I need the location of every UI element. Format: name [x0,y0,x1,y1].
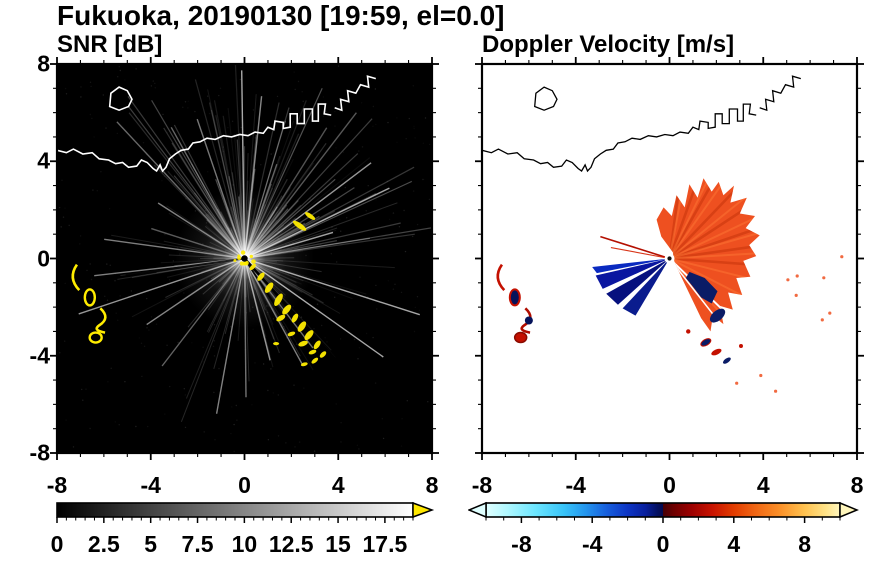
radar-center-dot [241,255,248,262]
snr-colorbar-label-1: 2.5 [87,531,120,557]
y-axis-label-3: -4 [29,342,50,369]
snr-x-axis-label-4: 8 [425,472,439,498]
velocity-colorbar-label-2: 0 [656,531,670,557]
velocity-panel-canvas [475,57,864,460]
strong-echo-blob [305,212,316,220]
snr-x-axis-label-1: -4 [140,472,161,498]
negative-velocity-wedge [595,258,670,289]
strong-echo-blob [274,293,283,307]
coastline-path [482,103,757,173]
snr-colorbar-label-7: 17.5 [362,531,408,557]
velocity-colorbar-overflow-arrow [839,501,859,519]
strong-echo-blob [311,357,319,364]
snr-colorbar-label-3: 7.5 [181,531,214,557]
positive-streak [600,235,670,260]
west-echo [508,288,521,307]
velocity-panel-title: Doppler Velocity [m/s] [482,31,735,58]
strong-echo-blob [273,342,280,346]
strong-echo-blob [291,313,299,323]
negative-pocket [709,308,726,323]
y-axis-label-0: 8 [37,50,50,77]
snr-x-axis-label-0: -8 [46,472,68,498]
negative-velocity-wedge [592,258,670,274]
strong-echo-blob [297,321,307,332]
figure-title: Fukuoka, 20190130 [19:59, el=0.0] [57,0,505,31]
west-echo [524,316,533,325]
west-echo [496,263,506,292]
south-echo [738,344,743,349]
negative-velocity-wedge [622,258,670,316]
coastline-ne-path [759,75,801,112]
strong-echo-blob [282,304,292,315]
snr-colorbar-label-2: 5 [144,531,158,557]
negative-pocket [685,271,718,304]
velocity-x-axis-label-3: 4 [756,472,770,498]
west-echo [513,331,528,344]
snr-colorbar-overflow-arrow [412,501,435,519]
south-echo [711,348,722,356]
velocity-colorbar-gradient [485,502,841,518]
y-axis-label-2: 0 [37,245,50,271]
coastline-ne-path [334,75,377,112]
strong-echo-blob [292,220,307,231]
velocity-colorbar-label-3: 4 [727,531,741,557]
strong-echo-blob [264,282,274,293]
west-echo [520,307,532,334]
velocity-x-axis-label-4: 8 [850,472,864,498]
velocity-colorbar-label-0: -8 [511,531,532,557]
south-echo [723,357,731,364]
snr-panel-canvas [50,57,439,460]
radar-center-dot [667,256,672,261]
velocity-x-axis-label-2: 0 [663,472,676,498]
snr-colorbar-label-4: 10 [231,531,258,557]
island-path [108,86,133,112]
south-echo [700,338,712,347]
snr-colorbar-label-5: 12.5 [268,531,314,557]
strong-echo-blob [298,340,308,347]
negative-velocity-wedge [606,258,670,305]
strong-echo-blob [304,330,314,341]
strong-echo-blob [287,331,296,337]
snr-colorbar [56,501,435,523]
plot-frame [480,62,859,455]
strong-echo-blob [308,349,317,355]
strong-echo-blob [313,340,321,350]
west-echo-outline [88,331,103,344]
strong-echo-blob [300,362,308,367]
snr-colorbar-gradient [56,502,414,518]
snr-colorbar-label-0: 0 [50,531,64,557]
velocity-colorbar-label-1: -4 [581,531,603,557]
y-axis-label-4: -8 [29,439,50,466]
island-path [534,86,558,111]
velocity-colorbar-underflow-arrow [468,501,487,519]
south-echo [686,329,691,334]
snr-x-axis-label-2: 0 [238,472,251,498]
west-echo-outline [83,288,97,307]
velocity-colorbar [468,501,859,523]
velocity-x-axis-label-0: -8 [471,472,493,498]
west-echo-outline [71,263,81,292]
velocity-x-axis-label-1: -4 [565,472,586,498]
y-axis-label-1: 4 [37,147,50,174]
strong-echo-blob [276,314,286,322]
snr-panel-title: SNR [dB] [57,31,163,58]
strong-echo-blob [257,272,265,281]
velocity-colorbar-label-4: 8 [798,531,811,557]
strong-echo-blob [249,263,256,271]
plot-frame [55,62,434,455]
west-echo-outline [95,307,107,334]
snr-colorbar-label-6: 15 [325,531,351,557]
coastline-path [57,103,332,173]
snr-x-axis-label-3: 4 [331,472,345,498]
strong-echo-blob [319,351,327,358]
